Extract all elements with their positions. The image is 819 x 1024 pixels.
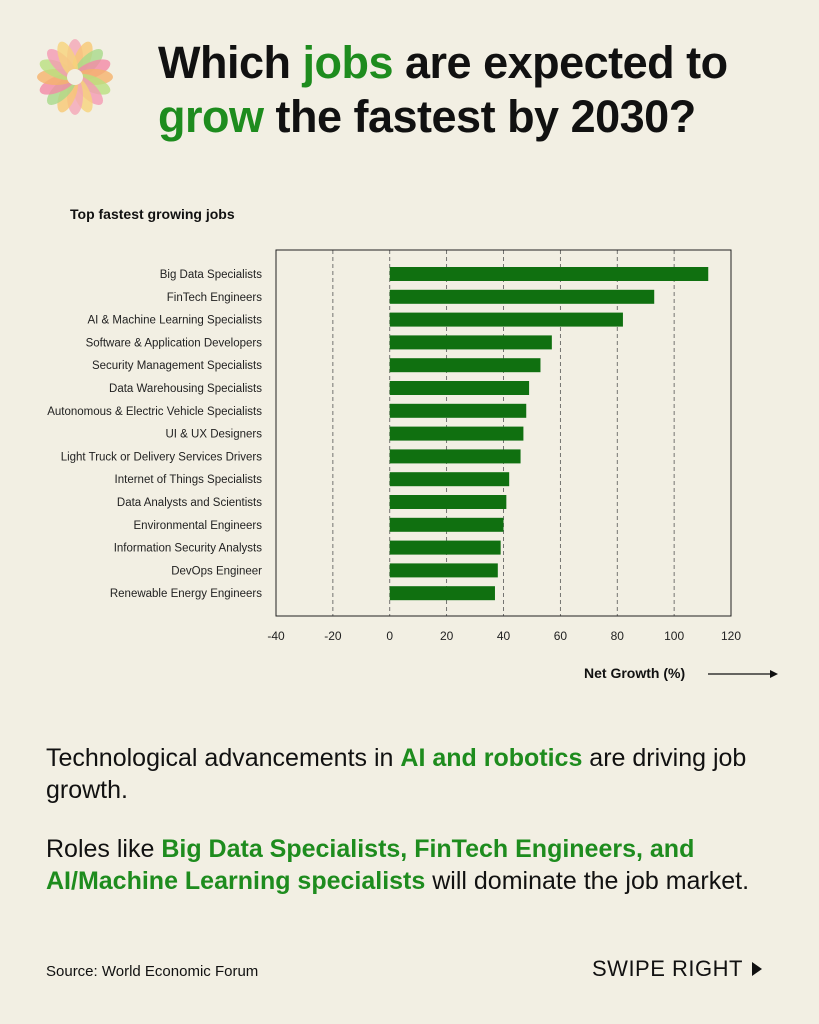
category-label: Internet of Things Specialists <box>115 474 263 486</box>
category-label: Autonomous & Electric Vehicle Specialist… <box>47 406 262 418</box>
arrow-right-icon <box>708 670 778 678</box>
category-label: Security Management Specialists <box>92 360 262 372</box>
swipe-right-button[interactable]: SWIPE RIGHT <box>592 956 763 982</box>
x-tick-label: 60 <box>554 629 568 643</box>
x-tick-label: 0 <box>386 629 393 643</box>
title-text-1: Which <box>158 37 303 88</box>
category-label: AI & Machine Learning Specialists <box>87 315 262 327</box>
source-note: Source: World Economic Forum <box>46 963 259 980</box>
bar <box>389 495 507 509</box>
p2-highlight: Big Data Specialists, FinTech Engineers,… <box>46 835 695 895</box>
bar <box>389 426 524 441</box>
title-highlight-jobs: jobs <box>302 37 393 88</box>
x-tick-label: 120 <box>721 629 741 643</box>
x-tick-label: 100 <box>664 629 684 643</box>
x-tick-label: 40 <box>497 629 511 643</box>
bar <box>389 472 510 487</box>
x-tick-label: 20 <box>440 629 454 643</box>
bar <box>389 312 623 327</box>
category-label: Data Warehousing Specialists <box>109 383 262 395</box>
x-tick-label: -20 <box>324 629 342 643</box>
summary-paragraph-2: Roles like Big Data Specialists, FinTech… <box>46 833 786 897</box>
bar <box>389 289 655 304</box>
category-label: FinTech Engineers <box>167 292 262 304</box>
category-label: Environmental Engineers <box>134 520 263 532</box>
x-tick-label: -40 <box>267 629 285 643</box>
swipe-right-label: SWIPE RIGHT <box>592 956 743 981</box>
bar <box>389 449 521 464</box>
category-label: Data Analysts and Scientists <box>117 497 262 509</box>
x-axis-label: Net Growth (%) <box>584 665 686 681</box>
bar-chart: Big Data Specialists FinTech Engineers AI … <box>47 249 741 643</box>
p1-text-after: are driving job growth. <box>46 744 747 804</box>
title-text-3: the fastest by 2030? <box>263 91 697 142</box>
chart-title: Top fastest growing jobs <box>70 206 235 222</box>
bar <box>389 586 495 601</box>
category-label: Big Data Specialists <box>160 269 263 281</box>
bar <box>389 563 498 578</box>
bar <box>389 267 709 281</box>
p1-text-before: Technological advancements in <box>46 744 401 772</box>
title-text-2: are expected to <box>393 37 728 88</box>
x-tick-label: 80 <box>611 629 625 643</box>
bar <box>389 358 541 373</box>
bar <box>389 517 504 532</box>
category-label: DevOps Engineer <box>171 565 262 577</box>
p2-text-before: Roles like <box>46 835 162 863</box>
category-label: Software & Application Developers <box>86 337 263 349</box>
triangle-right-icon <box>751 962 762 976</box>
category-label: UI & UX Designers <box>165 429 262 441</box>
plot-frame <box>275 249 732 617</box>
page-title: Which jobs are expected to grow the faste… <box>158 36 798 144</box>
bar <box>389 335 552 350</box>
bar <box>389 403 527 418</box>
summary-paragraph-1: Technological advancements in AI and rob… <box>46 742 786 806</box>
bar <box>389 381 530 395</box>
category-label: Information Security Analysts <box>114 543 263 555</box>
bar <box>389 540 501 555</box>
category-label: Renewable Energy Engineers <box>110 588 262 600</box>
logo-center <box>67 69 83 85</box>
p2-text-after: will dominate the job market. <box>425 867 750 895</box>
title-highlight-grow: grow <box>158 91 264 142</box>
p1-highlight: AI and robotics <box>400 744 583 772</box>
flower-logo-icon <box>37 39 113 115</box>
category-label: Light Truck or Delivery Services Drivers <box>61 451 263 463</box>
logo-petal <box>57 41 79 78</box>
